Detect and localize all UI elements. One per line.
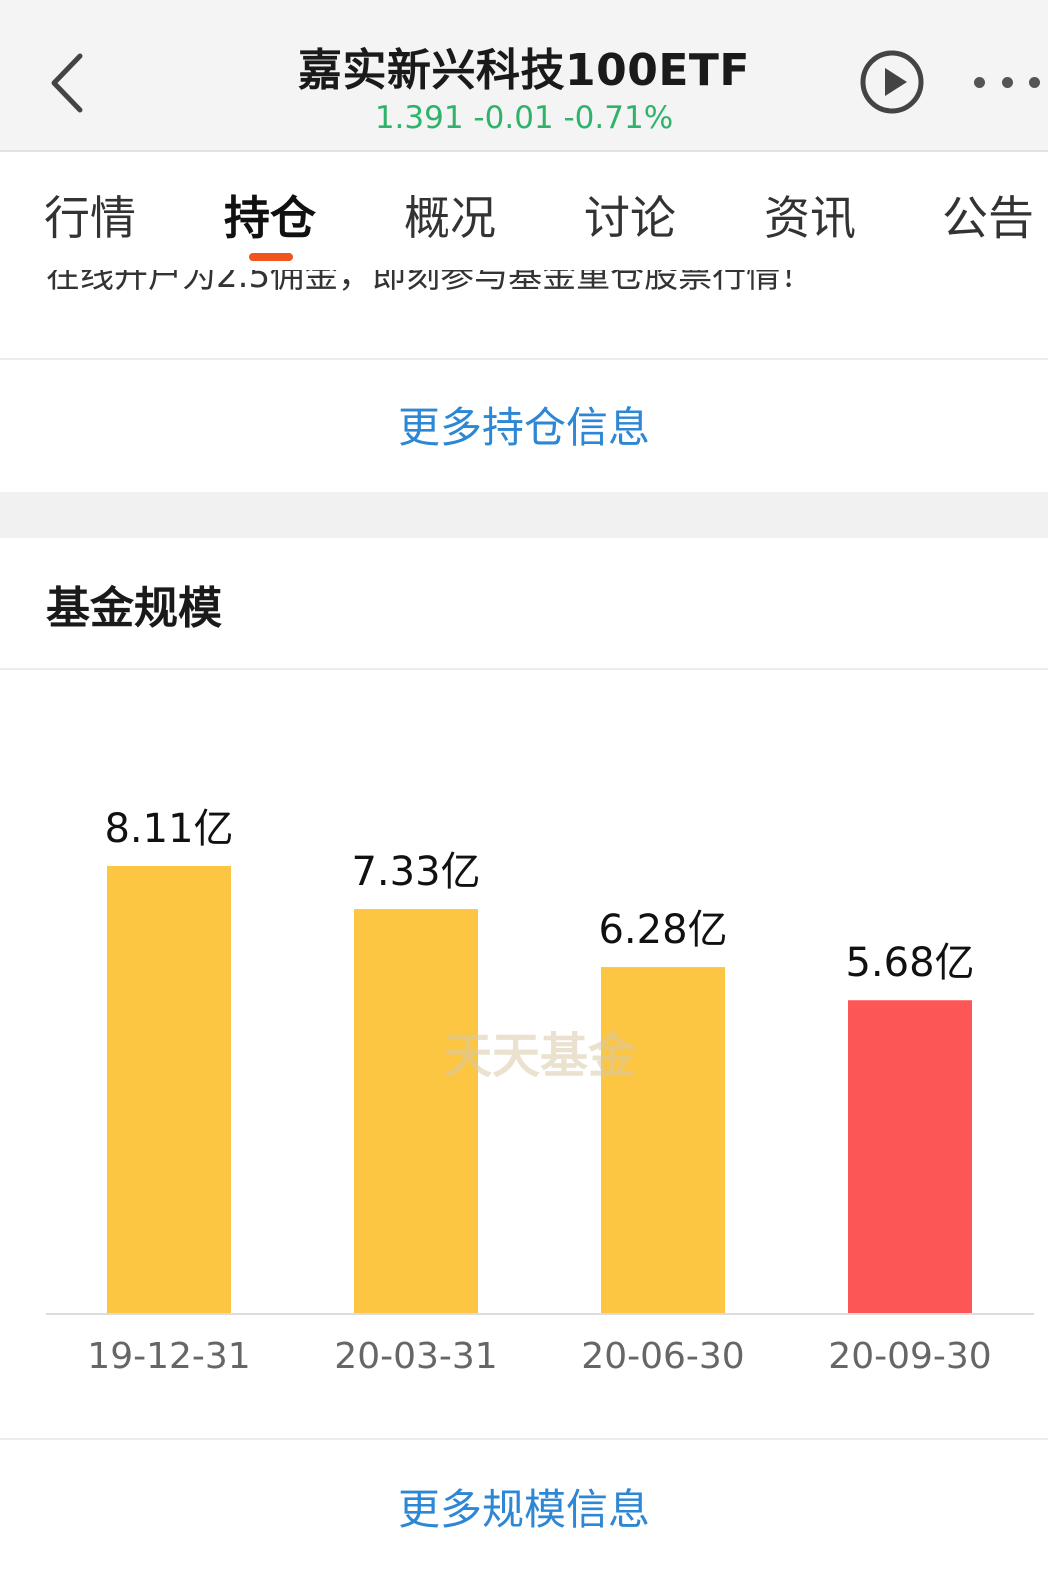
divider bbox=[0, 1438, 1048, 1440]
watermark-text: 天天基金 bbox=[444, 1028, 637, 1084]
divider bbox=[0, 358, 1048, 360]
divider bbox=[0, 668, 1048, 670]
x-tick-label: 19-12-31 bbox=[87, 1336, 250, 1377]
dot-icon bbox=[974, 76, 985, 88]
tab-market[interactable]: 行情 bbox=[44, 191, 136, 245]
more-scale-link[interactable]: 更多规模信息 bbox=[397, 1485, 650, 1534]
promo-text[interactable]: 在线开户为2.5佣金，即刻参与基金重仓股票行情！ bbox=[46, 270, 1006, 310]
section-title: 基金规模 bbox=[46, 583, 222, 634]
fund-scale-chart: 8.11亿 19-12-31 7.33亿 20-03-31 6.28亿 20-06-30 5… bbox=[46, 806, 1034, 1377]
tab-holdings[interactable]: 持仓 bbox=[224, 191, 316, 245]
tab-discussion[interactable]: 讨论 bbox=[584, 191, 676, 245]
more-holdings-link[interactable]: 更多持仓信息 bbox=[397, 403, 650, 452]
play-button[interactable] bbox=[858, 48, 926, 116]
tab-bar: 行情 持仓 概况 讨论 资讯 公告 bbox=[0, 152, 1048, 270]
promo-text-label: 在线开户为2.5佣金，即刻参与基金重仓股票行情！ bbox=[46, 270, 815, 296]
chevron-left-icon bbox=[51, 53, 83, 113]
play-icon bbox=[860, 50, 924, 114]
tab-announcements[interactable]: 公告 bbox=[942, 191, 1034, 245]
x-tick-label: 20-09-30 bbox=[828, 1336, 991, 1377]
active-tab-indicator bbox=[249, 253, 293, 261]
bar[interactable] bbox=[848, 1000, 972, 1314]
tab-overview[interactable]: 概况 bbox=[404, 191, 496, 245]
dot-icon bbox=[1001, 76, 1013, 88]
bar-value-label: 6.28亿 bbox=[598, 907, 727, 953]
tab-news[interactable]: 资讯 bbox=[764, 191, 856, 245]
fund-title: 嘉实新兴科技100ETF bbox=[298, 45, 750, 96]
section-gap bbox=[0, 492, 1048, 538]
more-menu-button[interactable] bbox=[974, 64, 1040, 100]
bar[interactable] bbox=[601, 967, 725, 1314]
x-tick-label: 20-03-31 bbox=[334, 1336, 497, 1377]
back-button[interactable] bbox=[38, 48, 94, 118]
fund-quote: 1.391 -0.01 -0.71% bbox=[374, 100, 674, 136]
top-bar: 嘉实新兴科技100ETF 1.391 -0.01 -0.71% bbox=[0, 0, 1048, 152]
bar-value-label: 8.11亿 bbox=[104, 806, 233, 852]
x-tick-label: 20-06-30 bbox=[581, 1336, 744, 1377]
bar[interactable] bbox=[107, 866, 231, 1314]
dot-icon bbox=[1029, 76, 1040, 88]
bar[interactable] bbox=[354, 909, 478, 1314]
bar-value-label: 7.33亿 bbox=[351, 849, 480, 895]
bar-value-label: 5.68亿 bbox=[845, 940, 974, 986]
